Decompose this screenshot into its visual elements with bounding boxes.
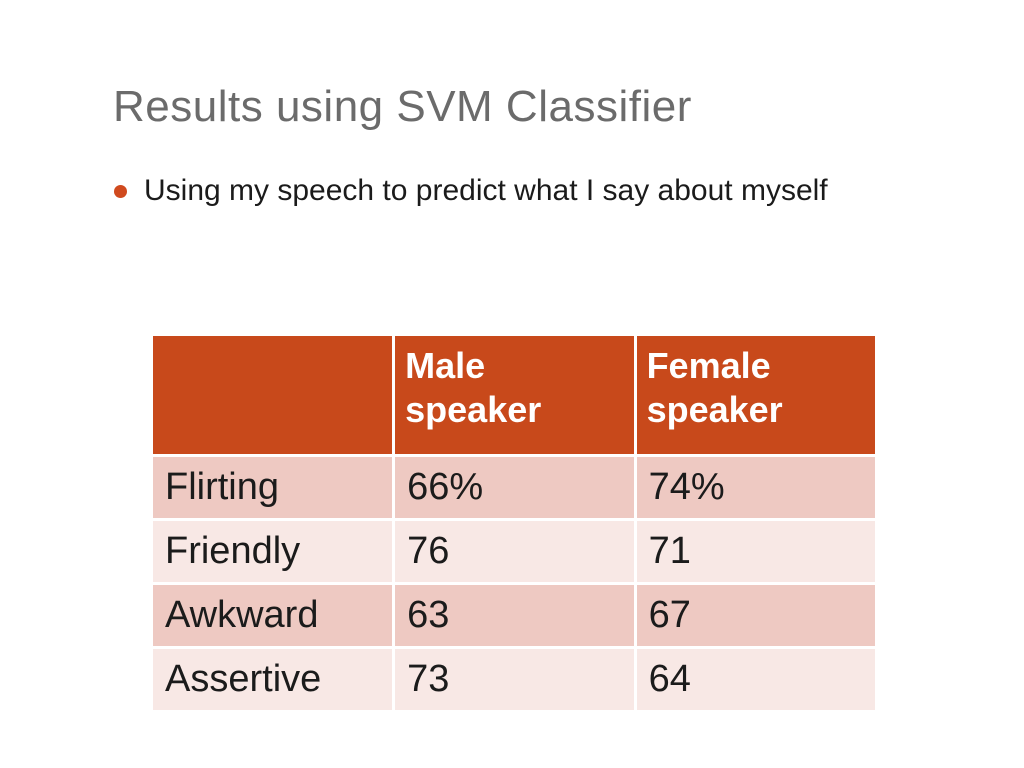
- results-table: Male speaker Female speaker Flirting 66%…: [149, 333, 879, 713]
- cell-female-value: 64: [633, 646, 879, 713]
- row-label: Flirting: [149, 454, 396, 521]
- bullet-dot-icon: [114, 184, 127, 198]
- row-label: Friendly: [149, 518, 396, 585]
- header-cell-empty: [149, 333, 396, 457]
- cell-female-value: 74%: [633, 454, 879, 521]
- header-cell-male-speaker: Male speaker: [392, 333, 637, 457]
- bullet-text: Using my speech to predict what I say ab…: [144, 174, 828, 207]
- cell-male-value: 66%: [392, 454, 637, 521]
- table-row-flirting: Flirting 66% 74%: [149, 454, 879, 521]
- table-row-assertive: Assertive 73 64: [149, 646, 879, 713]
- header-cell-female-speaker: Female speaker: [633, 333, 879, 457]
- table-row-friendly: Friendly 76 71: [149, 518, 879, 585]
- row-label: Awkward: [149, 582, 396, 649]
- cell-male-value: 63: [392, 582, 637, 649]
- table-header-row: Male speaker Female speaker: [149, 333, 879, 457]
- table-row-awkward: Awkward 63 67: [149, 582, 879, 649]
- cell-female-value: 67: [633, 582, 879, 649]
- slide-title: Results using SVM Classifier: [113, 82, 692, 131]
- cell-male-value: 73: [392, 646, 637, 713]
- cell-female-value: 71: [633, 518, 879, 585]
- bullet-item: Using my speech to predict what I say ab…: [114, 172, 828, 210]
- cell-male-value: 76: [392, 518, 637, 585]
- row-label: Assertive: [149, 646, 396, 713]
